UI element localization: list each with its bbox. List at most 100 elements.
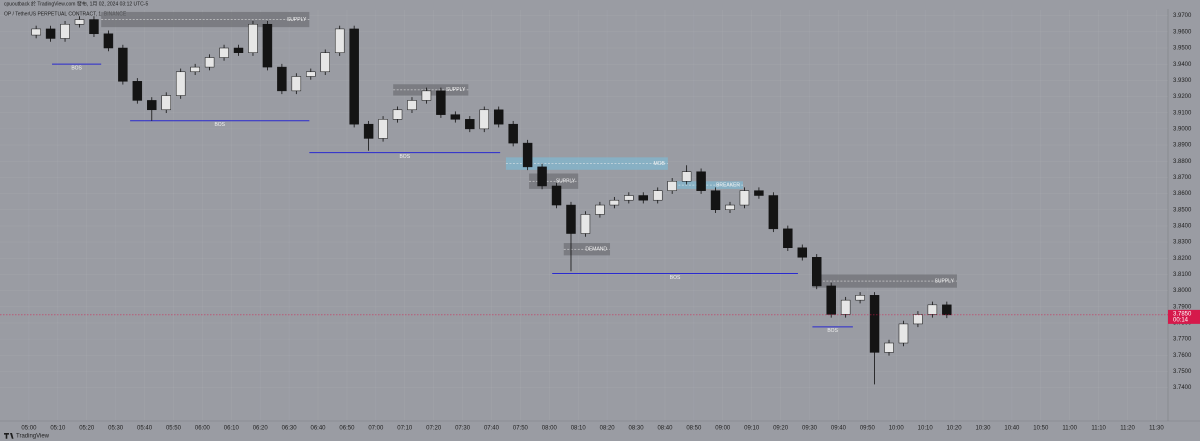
y-tick-label: 3.7900 <box>1173 304 1192 310</box>
x-tick-label: 09:30 <box>802 426 818 432</box>
x-tick-label: 06:20 <box>253 426 269 432</box>
zone-label: BREAKER <box>716 182 740 188</box>
zone <box>393 84 469 96</box>
candle-body <box>74 19 85 25</box>
candle-body <box>248 23 258 53</box>
candle-body <box>667 181 677 191</box>
x-tick-label: 09:40 <box>831 426 847 432</box>
x-tick-label: 06:50 <box>339 426 355 432</box>
candle-body <box>204 57 215 68</box>
y-tick-label: 3.9400 <box>1173 62 1192 68</box>
y-tick-label: 3.9200 <box>1173 94 1192 100</box>
x-tick-label: 10:30 <box>975 426 991 432</box>
x-tick-label: 05:10 <box>50 426 66 432</box>
candle-body <box>927 304 938 315</box>
candle-body <box>537 166 547 187</box>
bos-label: BOS <box>670 275 681 281</box>
candle-body <box>421 90 432 101</box>
x-tick-label: 06:30 <box>282 426 298 432</box>
y-tick-label: 3.9700 <box>1173 13 1192 19</box>
candle-body <box>349 28 359 125</box>
candle-body <box>652 190 663 201</box>
logo <box>4 433 14 439</box>
x-tick-label: 06:00 <box>195 426 211 432</box>
y-tick-label: 3.8700 <box>1173 175 1192 181</box>
candle-body <box>378 119 388 139</box>
candle-body <box>60 23 70 39</box>
x-tick-label: 05:20 <box>79 426 95 432</box>
candle-body <box>638 195 648 201</box>
candle-body <box>436 90 446 115</box>
x-tick-label: 08:20 <box>600 426 616 432</box>
x-tick-label: 07:20 <box>426 426 442 432</box>
candle-body <box>710 190 721 210</box>
x-tick-label: 08:30 <box>629 426 645 432</box>
candle-body <box>942 304 952 316</box>
candle-body <box>725 204 735 210</box>
last-price-tag <box>1168 309 1200 324</box>
candle-body <box>812 257 822 287</box>
last-price-label: 3.7850 <box>1173 311 1192 317</box>
candle-body <box>783 228 793 249</box>
x-tick-label: 05:50 <box>166 426 182 432</box>
candle-body <box>219 47 229 58</box>
zone-label: SUPPLY <box>446 87 466 93</box>
x-tick-label: 07:50 <box>513 426 529 432</box>
zone <box>101 11 310 28</box>
candle-body <box>291 76 302 92</box>
candle-body <box>580 214 591 234</box>
y-tick-label: 3.9100 <box>1173 110 1192 116</box>
candle-body <box>465 119 475 130</box>
candle-body <box>103 33 114 49</box>
candle-body <box>508 123 518 144</box>
y-tick-label: 3.9000 <box>1173 126 1192 132</box>
x-tick-label: 05:00 <box>21 426 37 432</box>
attribution: cpuoutback 於 TradingView.com 發布, 1月 02, … <box>4 0 148 7</box>
x-tick-label: 07:30 <box>455 426 471 432</box>
candle-body <box>479 109 489 130</box>
candle-body <box>31 28 41 36</box>
candle-body <box>681 171 692 182</box>
x-tick-label: 09:50 <box>860 426 876 432</box>
y-tick-label: 3.8800 <box>1173 159 1192 165</box>
x-tick-label: 06:40 <box>311 426 327 432</box>
y-tick-label: 3.8100 <box>1173 272 1192 278</box>
x-tick-label: 09:20 <box>773 426 789 432</box>
candle-body <box>595 204 605 215</box>
candle-body <box>826 285 836 315</box>
y-tick-label: 3.7600 <box>1173 353 1192 359</box>
x-tick-label: 10:00 <box>889 426 905 432</box>
x-tick-label: 06:10 <box>224 426 240 432</box>
chart-title: OP / TetherUS PERPETUAL CONTRACT, 1, BIN… <box>4 11 127 17</box>
x-tick-label: 10:10 <box>918 426 934 432</box>
candle-body <box>147 100 157 111</box>
x-tick-label: 11:10 <box>1091 426 1106 432</box>
y-tick-label: 3.7400 <box>1173 385 1192 391</box>
y-tick-label: 3.7700 <box>1173 337 1192 343</box>
candle-body <box>161 95 171 111</box>
y-tick-label: 3.8000 <box>1173 288 1192 294</box>
bos-label: BOS <box>399 154 410 160</box>
y-tick-label: 3.9500 <box>1173 46 1192 52</box>
candle-body <box>609 199 620 206</box>
bos-label: BOS <box>214 122 225 128</box>
x-tick-label: 10:50 <box>1033 426 1049 432</box>
candle-body <box>45 28 56 39</box>
candle-body <box>551 185 562 206</box>
candle-body <box>624 195 634 201</box>
candle-body <box>566 204 576 234</box>
candle-body <box>190 66 200 73</box>
candle-body <box>739 190 750 206</box>
y-tick-label: 3.9300 <box>1173 78 1192 84</box>
candle-body <box>450 114 461 120</box>
candle-body <box>277 66 287 92</box>
x-tick-label: 10:40 <box>1004 426 1020 432</box>
candle-body <box>334 28 345 53</box>
zone-label: SUPPLY <box>935 278 955 284</box>
y-tick-label: 3.8200 <box>1173 256 1192 262</box>
zone <box>563 243 611 256</box>
candle-body <box>696 171 706 191</box>
candle-body <box>797 247 808 258</box>
